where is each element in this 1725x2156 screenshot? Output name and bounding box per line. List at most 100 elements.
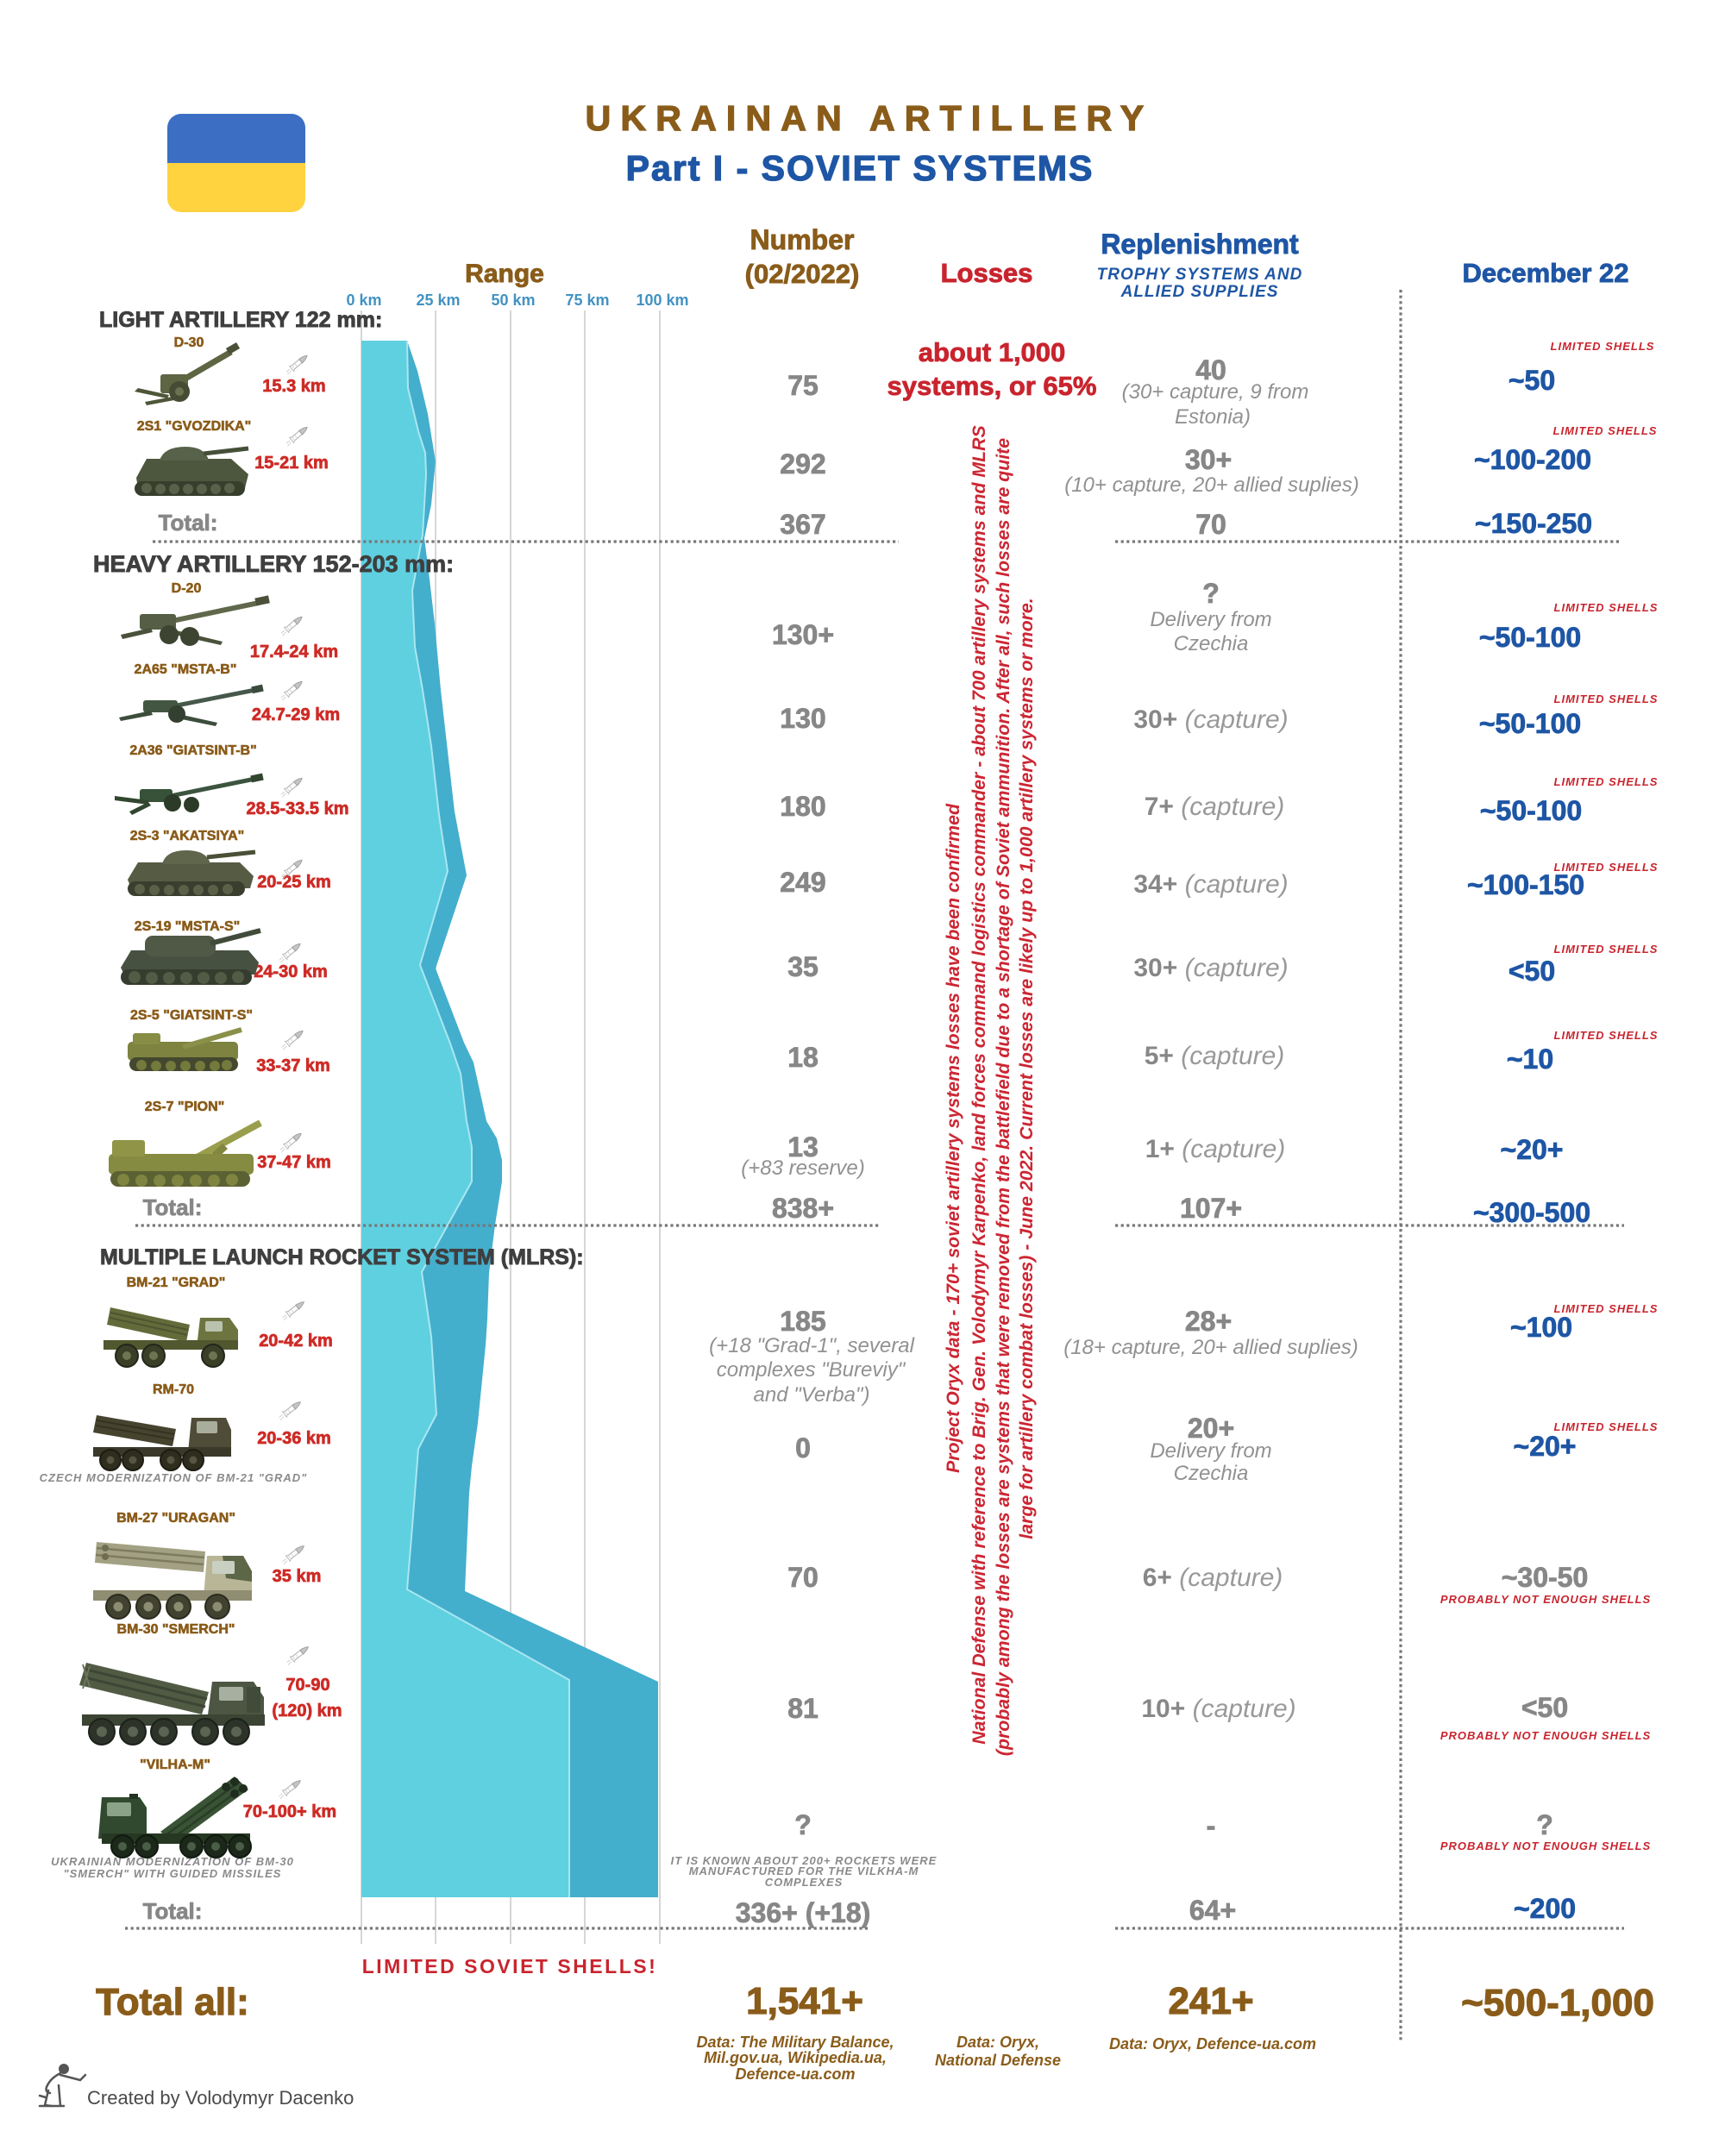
svg-text:35: 35 xyxy=(787,951,819,982)
svg-text:LIMITED SHELLS: LIMITED SHELLS xyxy=(1554,943,1659,956)
svg-text:~20+: ~20+ xyxy=(1501,1134,1564,1165)
svg-text:?: ? xyxy=(1536,1809,1553,1840)
svg-text:13: 13 xyxy=(787,1131,819,1163)
svg-text:ALLIED SUPPLIES: ALLIED SUPPLIES xyxy=(1120,283,1279,301)
svg-text:0 km: 0 km xyxy=(346,291,381,309)
svg-text:UKRAINAN ARTILLERY: UKRAINAN ARTILLERY xyxy=(586,98,1154,138)
svg-text:Project Oryx data - 170+ sovie: Project Oryx data - 170+ soviet artiller… xyxy=(943,803,963,1473)
svg-text:HEAVY ARTILLERY 152-203 mm:: HEAVY ARTILLERY 152-203 mm: xyxy=(93,551,454,577)
svg-text:15-21 km: 15-21 km xyxy=(254,454,329,473)
svg-text:2S1 "GVOZDIKA": 2S1 "GVOZDIKA" xyxy=(137,419,252,434)
svg-text:LIMITED SHELLS: LIMITED SHELLS xyxy=(1554,1420,1659,1433)
svg-text:UKRAINIAN MODERNIZATION OF BM-: UKRAINIAN MODERNIZATION OF BM-30 xyxy=(51,1855,294,1868)
svg-text:18: 18 xyxy=(787,1042,819,1073)
svg-text:~50-100: ~50-100 xyxy=(1479,622,1581,653)
svg-text:~30-50: ~30-50 xyxy=(1502,1562,1589,1593)
svg-text:70-100+ km: 70-100+ km xyxy=(243,1802,336,1821)
svg-text:Total all:: Total all: xyxy=(96,1981,249,2023)
svg-text:336+ (+18): 336+ (+18) xyxy=(736,1897,871,1928)
svg-text:LIMITED SHELLS: LIMITED SHELLS xyxy=(1554,693,1659,705)
svg-text:~300-500: ~300-500 xyxy=(1473,1197,1590,1228)
svg-text:LIMITED SHELLS: LIMITED SHELLS xyxy=(1554,775,1659,788)
svg-text:"VILHA-M": "VILHA-M" xyxy=(140,1758,210,1772)
svg-text:6+ (capture): 6+ (capture) xyxy=(1143,1564,1283,1592)
svg-text:130+: 130+ xyxy=(772,619,834,650)
svg-text:2S-5 "GIATSINT-S": 2S-5 "GIATSINT-S" xyxy=(130,1008,253,1023)
svg-text:~50-100: ~50-100 xyxy=(1480,795,1582,826)
svg-text:LIMITED SHELLS: LIMITED SHELLS xyxy=(1551,340,1655,353)
svg-text:PROBABLY NOT ENOUGH SHELLS: PROBABLY NOT ENOUGH SHELLS xyxy=(1440,1729,1651,1742)
svg-text:-: - xyxy=(1207,1810,1216,1841)
svg-text:64+: 64+ xyxy=(1189,1895,1236,1926)
svg-text:Data: Oryx, Defence-ua.com: Data: Oryx, Defence-ua.com xyxy=(1109,2035,1316,2053)
svg-text:systems, or 65%: systems, or 65% xyxy=(888,371,1097,401)
svg-text:241+: 241+ xyxy=(1168,1980,1253,2022)
svg-text:LIMITED SHELLS: LIMITED SHELLS xyxy=(1554,861,1659,874)
svg-text:838+: 838+ xyxy=(772,1193,834,1224)
svg-text:Mil.gov.ua, Wikipedia.ua,: Mil.gov.ua, Wikipedia.ua, xyxy=(704,2049,887,2066)
svg-text:(120) km: (120) km xyxy=(272,1702,342,1720)
svg-text:30+ (capture): 30+ (capture) xyxy=(1133,705,1288,734)
svg-text:National Defense: National Defense xyxy=(935,2052,1061,2069)
svg-text:34+ (capture): 34+ (capture) xyxy=(1133,870,1288,899)
svg-text:185: 185 xyxy=(780,1306,825,1337)
svg-text:~20+: ~20+ xyxy=(1514,1431,1577,1462)
svg-text:20+: 20+ xyxy=(1188,1413,1234,1444)
svg-text:28.5-33.5 km: 28.5-33.5 km xyxy=(247,799,349,818)
svg-text:Total:: Total: xyxy=(143,1898,203,1924)
svg-text:Total:: Total: xyxy=(159,510,218,536)
svg-text:LIMITED SOVIET SHELLS!: LIMITED SOVIET SHELLS! xyxy=(362,1955,658,1977)
svg-text:~150-250: ~150-250 xyxy=(1475,508,1592,539)
svg-text:24.7-29 km: 24.7-29 km xyxy=(252,705,340,724)
svg-text:~100-200: ~100-200 xyxy=(1474,444,1591,475)
svg-text:~200: ~200 xyxy=(1514,1893,1576,1924)
svg-text:LIMITED SHELLS: LIMITED SHELLS xyxy=(1554,1302,1659,1315)
svg-text:MANUFACTURED FOR THE VILKHA-M: MANUFACTURED FOR THE VILKHA-M xyxy=(689,1865,919,1877)
svg-text:LIMITED SHELLS: LIMITED SHELLS xyxy=(1554,601,1659,614)
svg-text:1+ (capture): 1+ (capture) xyxy=(1145,1135,1286,1163)
svg-text:7+ (capture): 7+ (capture) xyxy=(1145,793,1285,821)
svg-text:<50: <50 xyxy=(1521,1692,1568,1723)
svg-text:(18+ capture, 20+ allied supli: (18+ capture, 20+ allied suplies) xyxy=(1063,1336,1358,1359)
svg-text:Czechia: Czechia xyxy=(1174,632,1249,655)
svg-text:70-90: 70-90 xyxy=(285,1676,329,1695)
svg-text:(+83 reserve): (+83 reserve) xyxy=(741,1156,864,1180)
svg-text:about 1,000: about 1,000 xyxy=(919,337,1066,367)
svg-text:~100: ~100 xyxy=(1510,1312,1572,1343)
svg-text:<50: <50 xyxy=(1509,956,1555,987)
svg-text:Delivery from: Delivery from xyxy=(1150,1439,1271,1463)
svg-text:~100-150: ~100-150 xyxy=(1467,869,1584,900)
svg-text:COMPLEXES: COMPLEXES xyxy=(765,1876,844,1889)
svg-text:(probably among the losses are: (probably among the losses are systems t… xyxy=(993,438,1013,1756)
svg-text:BM-27 "URAGAN": BM-27 "URAGAN" xyxy=(116,1511,235,1526)
svg-text:35 km: 35 km xyxy=(273,1567,322,1586)
svg-text:Losses: Losses xyxy=(941,258,1033,288)
svg-text:20-42 km: 20-42 km xyxy=(259,1332,333,1351)
svg-text:Estonia): Estonia) xyxy=(1175,405,1251,429)
svg-text:40: 40 xyxy=(1195,354,1226,385)
svg-text:Czechia: Czechia xyxy=(1174,1462,1249,1485)
svg-text:Number: Number xyxy=(750,224,855,255)
svg-text:28+: 28+ xyxy=(1185,1306,1232,1337)
svg-text:LIGHT ARTILLERY 122 mm:: LIGHT ARTILLERY 122 mm: xyxy=(99,308,382,332)
svg-text:Created by Volodymyr Dacenko: Created by Volodymyr Dacenko xyxy=(87,2087,354,2109)
svg-text:75 km: 75 km xyxy=(565,291,609,309)
svg-text:130: 130 xyxy=(780,703,825,734)
svg-text:National Defense with referenc: National Defense with reference to Brig.… xyxy=(969,425,989,1744)
svg-text:1,541+: 1,541+ xyxy=(746,1980,863,2022)
svg-text:(+18 "Grad-1", several: (+18 "Grad-1", several xyxy=(709,1334,914,1357)
svg-text:large for artillery combat los: large for artillery combat losses) - Jun… xyxy=(1016,598,1037,1539)
svg-text:2S-19 "MSTA-S": 2S-19 "MSTA-S" xyxy=(135,919,240,934)
svg-text:70: 70 xyxy=(1195,509,1226,540)
svg-text:(02/2022): (02/2022) xyxy=(745,259,860,289)
svg-text:20-36 km: 20-36 km xyxy=(257,1429,331,1448)
svg-text:RM-70: RM-70 xyxy=(153,1382,194,1397)
svg-text:and "Verba"): and "Verba") xyxy=(754,1383,870,1407)
svg-text:10+ (capture): 10+ (capture) xyxy=(1141,1695,1295,1723)
svg-text:33-37 km: 33-37 km xyxy=(256,1056,330,1075)
svg-text:BM-30 "SMERCH": BM-30 "SMERCH" xyxy=(117,1622,235,1637)
svg-text:PROBABLY NOT ENOUGH SHELLS: PROBABLY NOT ENOUGH SHELLS xyxy=(1440,1593,1651,1606)
svg-text:Data: Oryx,: Data: Oryx, xyxy=(957,2034,1039,2051)
svg-text:70: 70 xyxy=(787,1562,819,1593)
svg-text:D-20: D-20 xyxy=(172,581,202,596)
